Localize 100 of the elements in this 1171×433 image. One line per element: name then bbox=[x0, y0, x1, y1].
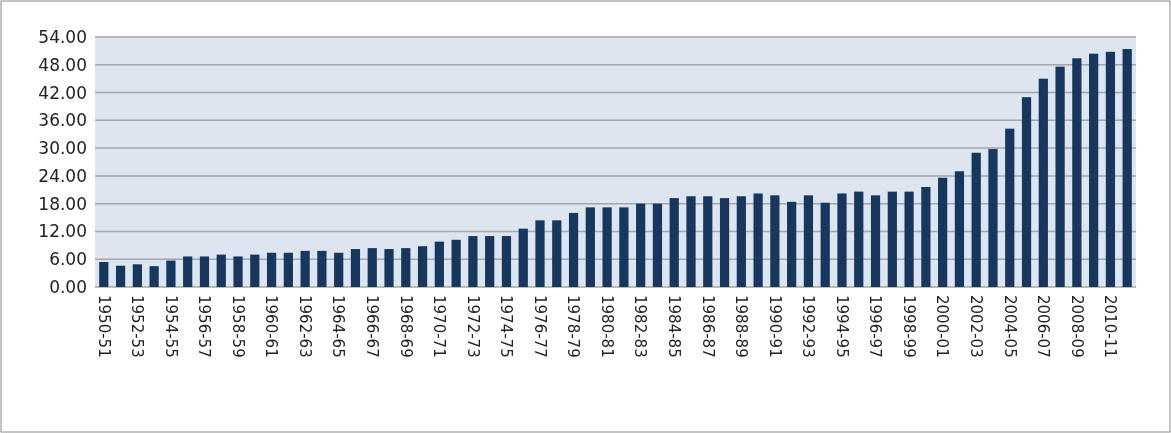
x-tick-label: 2004-05 bbox=[1000, 295, 1019, 358]
bar bbox=[703, 196, 713, 287]
bar bbox=[1122, 49, 1132, 287]
bar bbox=[636, 203, 646, 287]
x-tick-label: 2008-09 bbox=[1067, 295, 1086, 358]
x-tick-label: 1974-75 bbox=[497, 295, 516, 358]
x-tick-label: 2006-07 bbox=[1034, 295, 1053, 358]
y-tick-label: 12.00 bbox=[38, 221, 87, 242]
bar bbox=[787, 201, 797, 287]
bar bbox=[518, 228, 528, 287]
bar bbox=[1105, 51, 1116, 287]
bar bbox=[938, 177, 948, 287]
bar bbox=[350, 249, 361, 287]
bar bbox=[820, 202, 830, 287]
x-tick-label: 1986-87 bbox=[698, 295, 717, 358]
bar bbox=[434, 241, 444, 287]
y-tick-label: 24.00 bbox=[38, 165, 87, 186]
bar bbox=[686, 196, 696, 287]
bar bbox=[199, 256, 210, 287]
bar bbox=[988, 149, 998, 287]
bar bbox=[1089, 53, 1099, 287]
bar bbox=[585, 207, 595, 287]
bar bbox=[132, 264, 142, 287]
x-tick-label: 1978-79 bbox=[564, 295, 583, 358]
bar bbox=[1021, 97, 1032, 287]
x-tick-label: 2000-01 bbox=[933, 295, 952, 358]
bar bbox=[652, 203, 663, 287]
bar bbox=[384, 249, 394, 287]
bar bbox=[250, 254, 260, 287]
y-tick-label: 54.00 bbox=[38, 26, 87, 47]
x-tick-label: 1964-65 bbox=[329, 295, 348, 358]
bar bbox=[1005, 128, 1015, 287]
bar bbox=[283, 252, 293, 287]
x-tick-label: 1992-93 bbox=[799, 295, 818, 358]
bar bbox=[870, 195, 881, 287]
bar bbox=[535, 220, 545, 287]
x-tick-label: 1982-83 bbox=[631, 295, 650, 358]
x-tick-label: 1976-77 bbox=[530, 295, 549, 358]
bar bbox=[485, 236, 495, 287]
bar bbox=[334, 252, 344, 287]
bar bbox=[1038, 78, 1048, 287]
bar bbox=[803, 195, 814, 287]
x-tick-label: 1968-69 bbox=[396, 295, 415, 358]
x-tick-label: 1954-55 bbox=[161, 295, 180, 358]
bar bbox=[837, 193, 847, 287]
bar bbox=[367, 248, 377, 287]
bar bbox=[568, 212, 579, 287]
bar bbox=[921, 187, 931, 287]
x-tick-label: 1952-53 bbox=[128, 295, 147, 358]
bar bbox=[904, 191, 914, 287]
x-tick-label: 1962-63 bbox=[295, 295, 314, 358]
bar bbox=[233, 256, 243, 287]
bar bbox=[501, 236, 512, 287]
x-tick-label: 1958-59 bbox=[228, 295, 247, 358]
x-tick-label: 1980-81 bbox=[597, 295, 616, 358]
x-tick-label: 1970-71 bbox=[430, 295, 449, 358]
bar bbox=[1072, 58, 1082, 287]
bar bbox=[887, 191, 897, 287]
x-tick-label: 1996-97 bbox=[866, 295, 885, 358]
y-tick-label: 42.00 bbox=[38, 82, 87, 103]
y-tick-label: 18.00 bbox=[38, 193, 87, 214]
bar bbox=[317, 250, 327, 287]
bar bbox=[1055, 66, 1065, 287]
x-tick-label: 1960-61 bbox=[262, 295, 281, 358]
y-tick-label: 36.00 bbox=[38, 110, 87, 131]
x-tick-label: 2010-11 bbox=[1101, 295, 1120, 358]
bar bbox=[971, 152, 981, 287]
x-tick-label: 1984-85 bbox=[664, 295, 683, 358]
bar bbox=[266, 252, 277, 287]
x-tick-label: 1998-99 bbox=[899, 295, 918, 358]
bar bbox=[669, 198, 679, 287]
bar bbox=[770, 195, 780, 287]
bar bbox=[300, 250, 310, 287]
bar bbox=[417, 246, 428, 287]
x-tick-label: 1990-91 bbox=[765, 295, 784, 358]
y-tick-label: 0.00 bbox=[49, 276, 87, 297]
y-tick-label: 6.00 bbox=[49, 249, 87, 270]
bar bbox=[753, 193, 763, 287]
bar bbox=[401, 248, 411, 287]
bar bbox=[619, 207, 629, 287]
y-tick-label: 30.00 bbox=[38, 138, 87, 159]
x-tick-label: 1988-89 bbox=[732, 295, 751, 358]
x-tick-label: 1972-73 bbox=[463, 295, 482, 358]
bar bbox=[99, 262, 109, 287]
bar bbox=[115, 265, 126, 287]
bar bbox=[451, 239, 461, 287]
bar bbox=[854, 191, 864, 287]
bar bbox=[468, 236, 478, 287]
x-tick-label: 1956-57 bbox=[195, 295, 214, 358]
x-tick-label: 1966-67 bbox=[362, 295, 381, 358]
bar bbox=[216, 254, 226, 287]
bar bbox=[552, 220, 562, 287]
bar bbox=[736, 196, 746, 287]
bar bbox=[954, 171, 965, 287]
bar bbox=[183, 256, 193, 287]
x-tick-label: 1950-51 bbox=[94, 295, 113, 358]
y-tick-label: 48.00 bbox=[38, 54, 87, 75]
x-tick-label: 1994-95 bbox=[832, 295, 851, 358]
bar bbox=[602, 207, 612, 287]
bar bbox=[719, 198, 730, 287]
